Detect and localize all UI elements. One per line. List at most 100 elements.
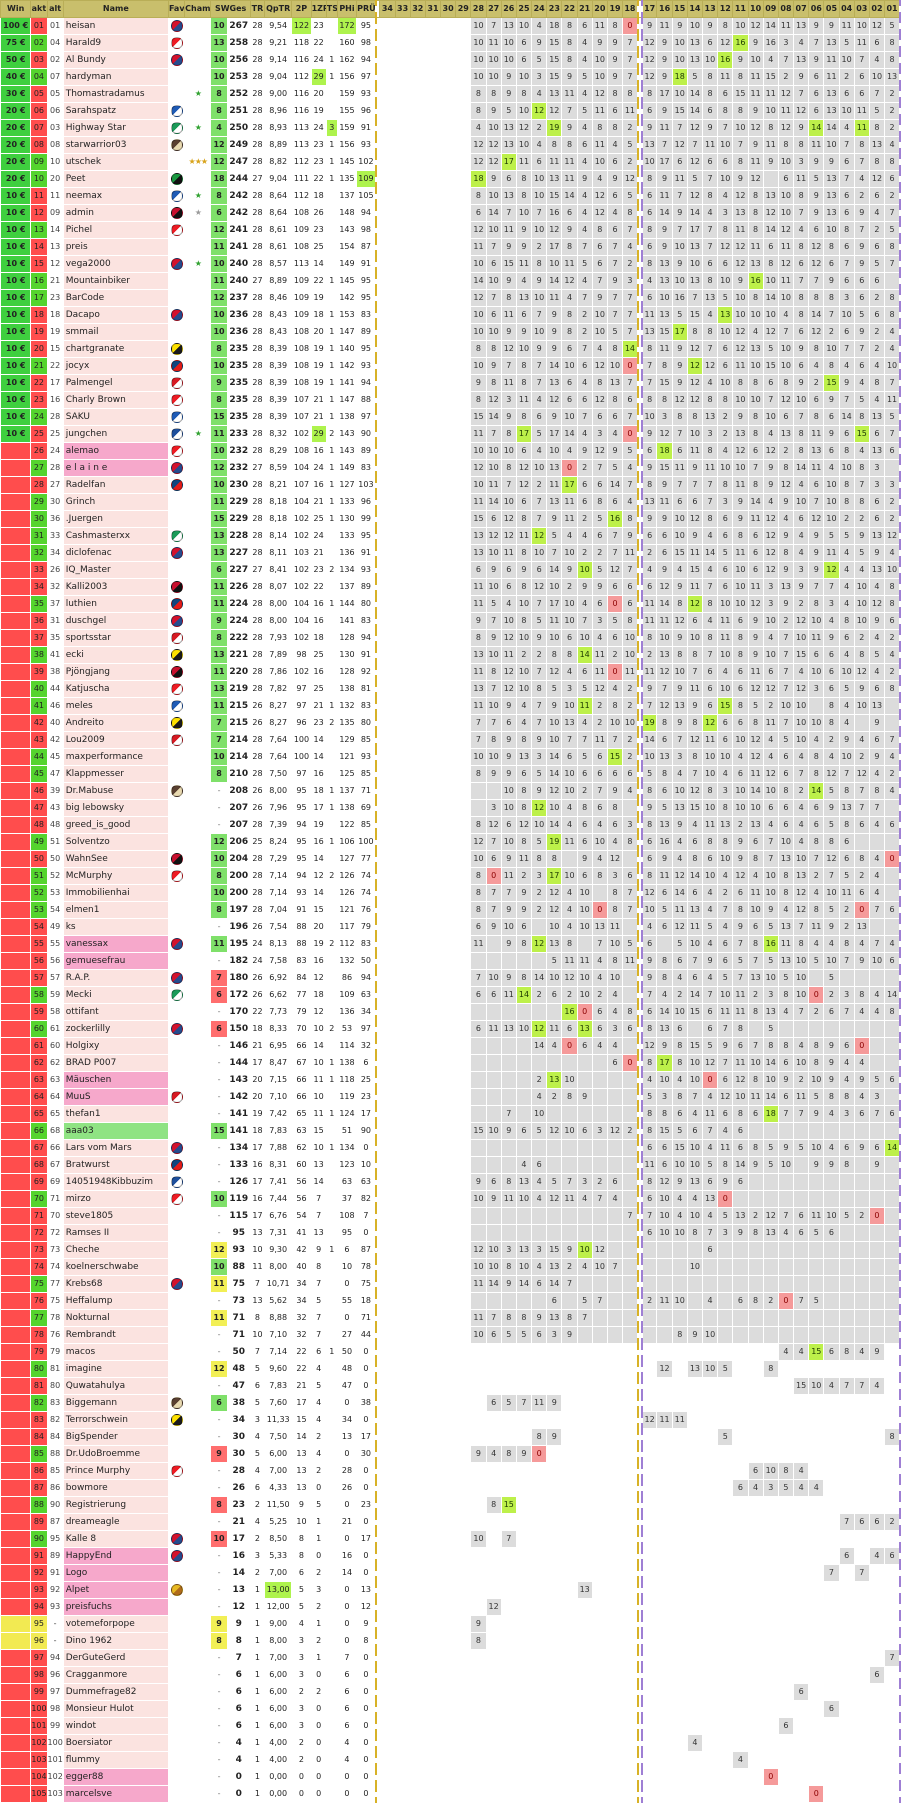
player-name-cell[interactable]: Ramses II <box>62 1224 169 1242</box>
player-name-cell[interactable]: BRAD P007 <box>62 1054 169 1072</box>
player-name-cell[interactable]: Highway Star <box>62 119 169 137</box>
player-name-cell[interactable]: ottifant <box>62 1003 169 1021</box>
matchday-header-07[interactable]: 07 <box>793 0 810 18</box>
matchday-header-02[interactable]: 02 <box>868 0 886 18</box>
column-header-6[interactable]: SWGes <box>210 0 251 18</box>
column-header-9[interactable]: 2P <box>291 0 312 18</box>
player-name-cell[interactable]: big lebowsky <box>62 799 169 817</box>
player-name-cell[interactable]: Thomastradamus <box>62 85 169 103</box>
column-header-2[interactable]: alt <box>46 0 64 18</box>
matchday-header-34[interactable]: 34 <box>379 0 396 18</box>
player-name-cell[interactable]: meles <box>62 697 169 715</box>
player-name-cell[interactable]: Dr.UdoBroemme <box>62 1445 169 1463</box>
player-name-cell[interactable]: Klappmesser <box>62 765 169 783</box>
player-name-cell[interactable]: Bratwurst <box>62 1156 169 1174</box>
player-name-cell[interactable]: Andreito <box>62 714 169 732</box>
player-name-cell[interactable]: ecki <box>62 646 169 664</box>
player-name-cell[interactable]: Logo <box>62 1564 169 1582</box>
matchday-header-18[interactable]: 18 <box>622 0 639 18</box>
column-header-7[interactable]: TR <box>249 0 266 18</box>
player-name-cell[interactable]: maxperformance <box>62 748 169 766</box>
player-name-cell[interactable]: Katjuscha <box>62 680 169 698</box>
player-name-cell[interactable]: Cashmasterxx <box>62 527 169 545</box>
matchday-header-03[interactable]: 03 <box>853 0 870 18</box>
player-name-cell[interactable]: admin <box>62 204 169 222</box>
player-name-cell[interactable]: HappyEnd <box>62 1547 169 1565</box>
player-name-cell[interactable]: Krebs68 <box>62 1275 169 1293</box>
player-name-cell[interactable]: e l a i n e <box>62 459 169 477</box>
player-name-cell[interactable]: Solventzo <box>62 833 169 851</box>
matchday-header-10[interactable]: 10 <box>747 0 764 18</box>
player-name-cell[interactable]: mirzo <box>62 1190 169 1208</box>
matchday-header-06[interactable]: 06 <box>808 0 825 18</box>
player-name-cell[interactable]: BigSpender <box>62 1428 169 1446</box>
player-name-cell[interactable]: Grinch <box>62 493 169 511</box>
player-name-cell[interactable]: SAKU <box>62 408 169 426</box>
player-name-cell[interactable]: Quwatahulya <box>62 1377 169 1395</box>
player-name-cell[interactable]: Rembrandt <box>62 1326 169 1344</box>
player-name-cell[interactable]: gemuesefrau <box>62 952 169 970</box>
player-name-cell[interactable]: IQ_Master <box>62 561 169 579</box>
player-name-cell[interactable]: R.A.P. <box>62 969 169 987</box>
player-name-cell[interactable]: jocyx <box>62 357 169 375</box>
column-header-13[interactable]: PRÜ <box>356 0 377 18</box>
player-name-cell[interactable]: steve1805 <box>62 1207 169 1225</box>
matchday-header-25[interactable]: 25 <box>515 0 533 18</box>
player-name-cell[interactable]: utschek <box>62 153 169 171</box>
player-name-cell[interactable]: dreameagle <box>62 1513 169 1531</box>
matchday-header-29[interactable]: 29 <box>455 0 472 18</box>
matchday-header-24[interactable]: 24 <box>531 0 548 18</box>
player-name-cell[interactable]: duschgel <box>62 612 169 630</box>
player-name-cell[interactable]: Pichel <box>62 221 169 239</box>
matchday-header-30[interactable]: 30 <box>440 0 457 18</box>
player-name-cell[interactable]: greed_is_good <box>62 816 169 834</box>
player-name-cell[interactable]: sportsstar <box>62 629 169 647</box>
player-name-cell[interactable]: koelnerschwabe <box>62 1258 169 1276</box>
player-name-cell[interactable]: imagine <box>62 1360 169 1378</box>
player-name-cell[interactable]: Peet <box>62 170 169 188</box>
player-name-cell[interactable]: Pjöngjang <box>62 663 169 681</box>
matchday-header-11[interactable]: 11 <box>732 0 749 18</box>
column-header-10[interactable]: 1ZP <box>310 0 327 18</box>
player-name-cell[interactable]: Prince Murphy <box>62 1462 169 1480</box>
matchday-header-01[interactable]: 01 <box>884 0 901 18</box>
player-name-cell[interactable]: vega2000 <box>62 255 169 273</box>
player-name-cell[interactable]: preisfuchs <box>62 1598 169 1616</box>
column-header-12[interactable]: PHi <box>336 0 358 18</box>
player-name-cell[interactable]: BarCode <box>62 289 169 307</box>
player-name-cell[interactable]: Mecki <box>62 986 169 1004</box>
player-name-cell[interactable]: preis <box>62 238 169 256</box>
player-name-cell[interactable]: Biggemann <box>62 1394 169 1412</box>
player-name-cell[interactable]: Radelfan <box>62 476 169 494</box>
matchday-header-27[interactable]: 27 <box>485 0 502 18</box>
column-header-8[interactable]: QpTR <box>264 0 293 18</box>
player-name-cell[interactable]: jungchen <box>62 425 169 443</box>
player-name-cell[interactable]: Kalli2003 <box>62 578 169 596</box>
player-name-cell[interactable]: Heffalump <box>62 1292 169 1310</box>
player-name-cell[interactable]: Cheche <box>62 1241 169 1259</box>
matchday-header-33[interactable]: 33 <box>394 0 411 18</box>
player-name-cell[interactable]: thefan1 <box>62 1105 169 1123</box>
player-name-cell[interactable]: Holgixy <box>62 1037 169 1055</box>
player-name-cell[interactable]: McMurphy <box>62 867 169 885</box>
player-name-cell[interactable]: MuuS <box>62 1088 169 1106</box>
column-header-0[interactable]: Win <box>0 0 32 18</box>
player-name-cell[interactable]: Immobilienhai <box>62 884 169 902</box>
matchday-header-22[interactable]: 22 <box>561 0 578 18</box>
column-header-3[interactable]: Name <box>62 0 169 18</box>
player-name-cell[interactable]: bowmore <box>62 1479 169 1497</box>
player-name-cell[interactable]: heisan <box>62 17 169 35</box>
player-name-cell[interactable]: Lou2009 <box>62 731 169 749</box>
column-header-4[interactable]: Fav <box>167 0 186 18</box>
player-name-cell[interactable]: macos <box>62 1343 169 1361</box>
player-name-cell[interactable]: ks <box>62 918 169 936</box>
player-name-cell[interactable]: starwarrior03 <box>62 136 169 154</box>
player-name-cell[interactable]: aaa03 <box>62 1122 169 1140</box>
matchday-header-17[interactable]: 17 <box>641 0 658 18</box>
matchday-header-16[interactable]: 16 <box>656 0 673 18</box>
matchday-header-05[interactable]: 05 <box>823 0 840 18</box>
player-name-cell[interactable]: neemax <box>62 187 169 205</box>
player-name-cell[interactable]: Dr.Mabuse <box>62 782 169 800</box>
player-name-cell[interactable]: WahnSee <box>62 850 169 868</box>
matchday-header-04[interactable]: 04 <box>838 0 855 18</box>
